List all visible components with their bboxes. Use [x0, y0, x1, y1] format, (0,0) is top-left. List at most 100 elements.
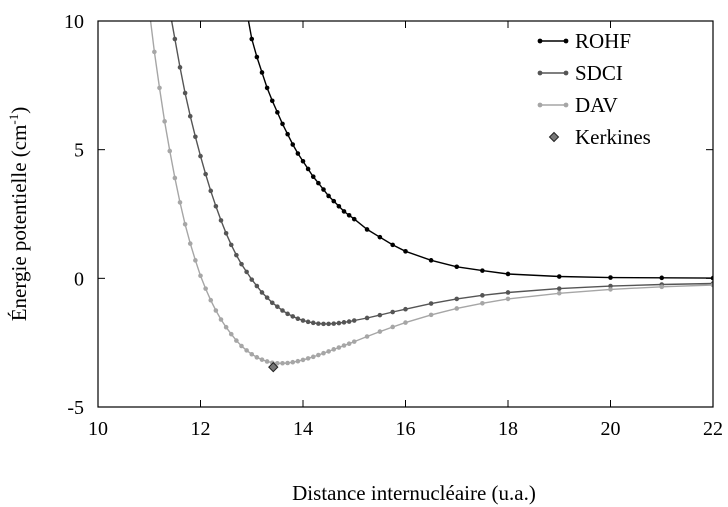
x-tick-label: 20	[601, 418, 621, 440]
data-point	[182, 90, 188, 96]
data-point	[213, 203, 219, 209]
data-point	[346, 341, 352, 346]
data-point	[249, 351, 255, 357]
series-layer	[147, 8, 713, 373]
data-point	[351, 216, 357, 222]
y-tick-label: 0	[74, 268, 84, 290]
data-point	[234, 252, 239, 258]
data-point	[244, 269, 249, 275]
data-point	[351, 339, 357, 344]
data-point	[172, 175, 178, 181]
data-point	[228, 242, 234, 248]
data-point	[300, 357, 306, 363]
data-point	[326, 193, 331, 199]
data-point	[428, 301, 434, 306]
data-point	[608, 283, 613, 289]
data-point	[310, 320, 316, 326]
series-kerkines	[268, 361, 279, 373]
data-point	[300, 318, 306, 323]
y-axis-label-main: Énergie potentielle (cm	[7, 125, 31, 322]
y-tick-label: 10	[64, 11, 84, 33]
data-point	[316, 321, 321, 326]
data-point	[177, 65, 183, 70]
series-dav	[147, 8, 713, 366]
data-point	[269, 98, 275, 104]
data-point	[147, 8, 152, 13]
data-point	[403, 306, 408, 312]
data-point	[390, 242, 395, 248]
data-point	[331, 321, 337, 326]
data-point	[285, 360, 290, 366]
data-point	[480, 293, 485, 298]
data-point	[346, 212, 352, 218]
data-point	[198, 273, 203, 279]
data-point	[428, 258, 434, 263]
legend-label: Kerkines	[575, 125, 651, 149]
data-point	[218, 218, 224, 223]
data-point	[280, 121, 285, 127]
data-point	[341, 320, 347, 325]
data-point	[152, 49, 157, 55]
legend-label: ROHF	[575, 29, 631, 53]
data-point	[341, 209, 347, 214]
data-point	[244, 348, 249, 353]
data-point	[228, 331, 234, 337]
data-point	[321, 350, 326, 356]
data-point	[364, 227, 370, 232]
legend-label: DAV	[575, 93, 618, 117]
data-point	[364, 334, 370, 339]
data-point	[239, 261, 244, 267]
data-point	[198, 153, 203, 159]
data-point	[264, 85, 270, 91]
legend-marker-diamond	[548, 131, 560, 143]
data-point	[167, 8, 172, 13]
data-point	[305, 319, 311, 325]
data-point	[608, 287, 613, 292]
data-point	[254, 283, 260, 289]
legend-marker	[563, 102, 569, 108]
legend: ROHF SDCI DAV Kerkines	[537, 29, 651, 149]
data-point	[280, 360, 285, 366]
data-point	[208, 297, 214, 303]
data-point	[659, 284, 665, 290]
data-point	[223, 324, 229, 330]
x-tick-label: 12	[191, 418, 211, 440]
series-line	[247, 21, 713, 279]
legend-marker	[563, 70, 569, 76]
data-point	[259, 70, 265, 75]
y-axis-label-superscript: -1	[6, 114, 21, 125]
legend-item-kerkines: Kerkines	[548, 125, 651, 149]
data-point	[300, 158, 306, 164]
series-line	[149, 21, 713, 364]
legend-marker	[563, 38, 569, 44]
data-point	[193, 134, 198, 140]
data-point	[428, 312, 434, 318]
series-line	[170, 21, 713, 325]
data-point	[505, 271, 511, 277]
x-axis-label: Distance internucléaire (u.a.)	[292, 481, 536, 505]
data-point	[608, 275, 613, 280]
data-point	[403, 320, 408, 325]
data-point	[364, 315, 370, 321]
x-tick-label: 22	[703, 418, 723, 440]
data-point	[505, 296, 511, 302]
data-point	[157, 85, 162, 91]
data-point	[556, 286, 562, 291]
data-point	[505, 290, 511, 295]
data-point	[310, 354, 316, 360]
x-tick-label: 18	[498, 418, 518, 440]
data-point	[275, 304, 280, 309]
data-point	[403, 249, 408, 254]
data-point	[331, 198, 337, 204]
data-point	[305, 356, 311, 361]
legend-item-rohf: ROHF	[537, 29, 631, 53]
data-point	[336, 345, 342, 350]
data-point	[249, 36, 255, 42]
legend-marker	[537, 102, 543, 108]
data-point	[351, 318, 357, 323]
y-tick-label: 5	[74, 140, 84, 162]
data-point	[390, 324, 395, 330]
data-point	[254, 355, 260, 360]
data-point	[203, 171, 208, 177]
